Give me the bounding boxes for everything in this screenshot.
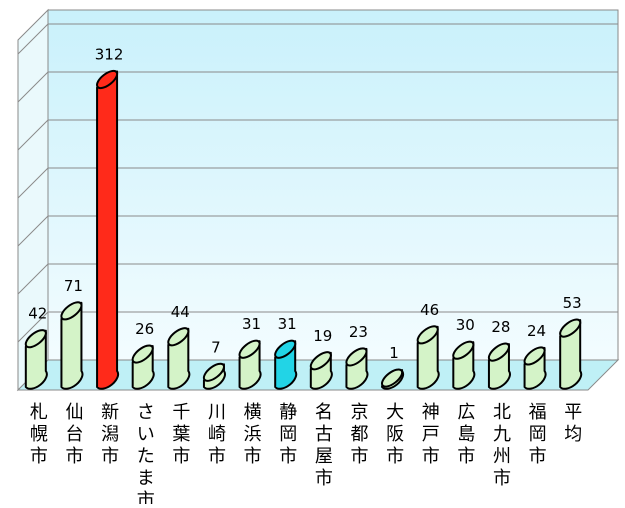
bar: [60, 301, 84, 390]
data-label: 28: [491, 318, 510, 336]
bar-body: [60, 301, 84, 390]
bar-cap: [381, 368, 404, 388]
bar: [167, 327, 191, 390]
bar-cap: [202, 362, 225, 382]
category-label: 北九州市: [493, 402, 511, 489]
bar-cap: [345, 347, 368, 367]
gridline-side: [17, 215, 49, 247]
bar-cap: [487, 342, 510, 362]
data-label: 53: [563, 294, 582, 312]
bar: [381, 368, 405, 390]
category-label: 札幌市: [30, 402, 48, 467]
data-label: 24: [527, 322, 546, 340]
bar: [452, 340, 476, 390]
bar: [131, 344, 155, 390]
category-label: 平均: [564, 402, 582, 445]
gridline-side: [17, 311, 49, 343]
data-label: 23: [349, 323, 368, 341]
bar-cap: [416, 325, 439, 345]
data-label: 31: [278, 315, 297, 333]
category-label: 広島市: [457, 402, 475, 467]
category-label: 福岡市: [529, 402, 547, 467]
category-label: 川崎市: [208, 402, 226, 467]
data-label: 30: [456, 316, 475, 334]
category-label: 大阪市: [386, 402, 404, 467]
data-label: 44: [171, 303, 190, 321]
bar-cap: [24, 329, 47, 349]
bar-cap: [559, 318, 582, 338]
category-label: 神戸市: [422, 402, 440, 467]
category-label: 京都市: [350, 402, 368, 467]
bar-body: [96, 70, 120, 390]
bar-cap: [60, 301, 83, 321]
data-label: 312: [95, 45, 124, 63]
bar: [202, 362, 226, 390]
category-label: さいたま市: [137, 402, 155, 504]
bar-cap: [131, 344, 154, 364]
bar-cap: [167, 327, 190, 347]
data-label: 7: [211, 338, 221, 356]
bar-cap: [452, 340, 475, 360]
bar-cap: [523, 346, 546, 366]
category-label: 名古屋市: [315, 402, 333, 489]
bar: [274, 339, 298, 390]
category-label: 仙台市: [65, 402, 83, 467]
data-label: 1: [389, 344, 399, 362]
bar: [345, 347, 369, 390]
bar-cap: [274, 339, 297, 359]
bar: [416, 325, 440, 390]
bar: [559, 318, 583, 390]
gridline-side: [17, 167, 49, 199]
data-label: 71: [64, 277, 83, 295]
bar: [309, 351, 333, 390]
bar-body: [452, 341, 476, 390]
bar: [523, 346, 547, 390]
bar: [96, 69, 120, 390]
bar-cap: [309, 351, 332, 371]
gridline-side: [17, 119, 49, 151]
gridline-side: [17, 23, 49, 55]
gridline-side: [17, 71, 49, 103]
category-label: 新潟市: [101, 402, 119, 467]
category-label: 静岡市: [279, 402, 297, 467]
gridline-side: [17, 263, 49, 295]
data-label: 26: [135, 320, 154, 338]
data-label: 46: [420, 301, 439, 319]
bar-cap: [96, 69, 119, 90]
bar: [24, 329, 48, 390]
back-wall: [47, 9, 619, 361]
category-label: 横浜市: [244, 402, 262, 467]
bar: [487, 342, 511, 390]
category-label: 千葉市: [172, 402, 190, 467]
data-label: 42: [28, 305, 47, 323]
data-label: 31: [242, 315, 261, 333]
data-label: 19: [313, 327, 332, 345]
bar: [238, 339, 262, 390]
bar-cap: [238, 339, 261, 359]
